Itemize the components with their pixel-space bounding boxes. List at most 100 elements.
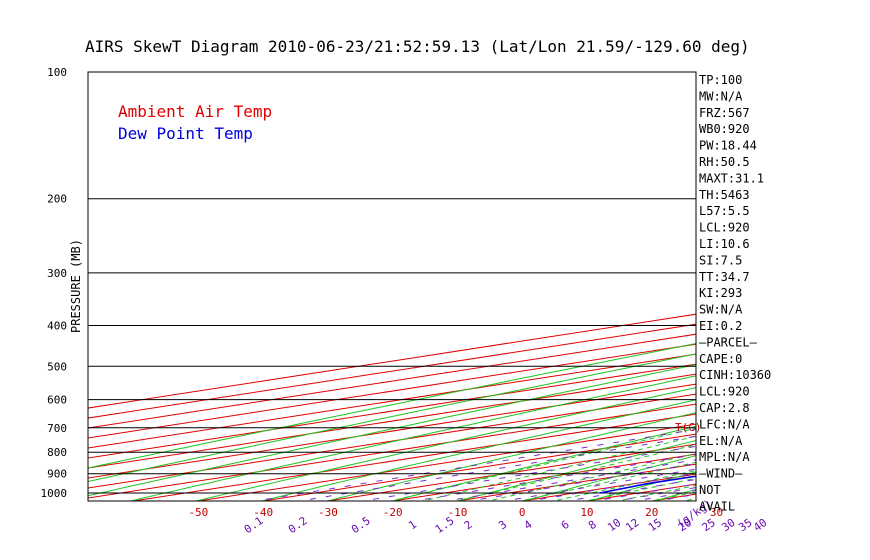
mixing-ratio-tick: 10 bbox=[605, 516, 623, 534]
pressure-tick-label: 600 bbox=[47, 394, 67, 407]
index-item: EI:0.2 bbox=[699, 319, 742, 333]
mixing-ratio-tick: 25 bbox=[700, 516, 718, 534]
dry-adiabat-line bbox=[783, 72, 870, 502]
bottom-temperature-tick: 30 bbox=[710, 506, 723, 519]
mixing-ratio-tick: 0.2 bbox=[286, 514, 310, 536]
index-item: RH:50.5 bbox=[699, 155, 750, 169]
mixing-ratio-line bbox=[742, 273, 870, 502]
index-item: AVAIL bbox=[699, 499, 735, 513]
chart-title: AIRS SkewT Diagram 2010-06-23/21:52:59.1… bbox=[85, 37, 750, 56]
moist-adiabat-line bbox=[743, 199, 870, 502]
mixing-ratio-tick: 3 bbox=[496, 518, 509, 532]
index-item: NOT bbox=[699, 483, 721, 497]
pressure-tick-label: 900 bbox=[47, 468, 67, 481]
index-item: CAPE:0 bbox=[699, 352, 742, 366]
index-item: SI:7.5 bbox=[699, 253, 742, 267]
index-item: PW:18.44 bbox=[699, 139, 757, 153]
mixing-ratio-line bbox=[757, 273, 870, 502]
mixing-ratio-lines bbox=[252, 273, 870, 502]
pressure-tick-label: 1000 bbox=[41, 487, 68, 500]
isotherm-line bbox=[88, 373, 696, 469]
isotherm-line bbox=[648, 493, 696, 501]
bottom-temperature-tick: 10 bbox=[580, 506, 593, 519]
moist-adiabat-line bbox=[775, 199, 870, 502]
isotherm-line bbox=[324, 443, 696, 501]
mixing-ratio-tick: 30 bbox=[719, 516, 737, 534]
legend-entry: Ambient Air Temp bbox=[118, 102, 272, 121]
dry-adiabat-line bbox=[128, 375, 696, 501]
isobar-lines bbox=[88, 72, 696, 494]
index-item: —WIND— bbox=[699, 467, 743, 481]
index-item: —PARCEL— bbox=[699, 335, 758, 349]
index-item: WB0:920 bbox=[699, 122, 750, 136]
isotherm-line bbox=[88, 403, 696, 499]
isotherm-line bbox=[88, 383, 696, 479]
mixing-ratio-line bbox=[443, 459, 696, 501]
bottom-temperature-tick: -10 bbox=[447, 506, 467, 519]
bottom-temperature-tick: 0 bbox=[519, 506, 526, 519]
stability-indices: TP:100 MW:N/A FRZ:567 WB0:920 PW:18.44 RH:50.… bbox=[699, 73, 771, 513]
dry-adiabat-line bbox=[849, 72, 870, 502]
pressure-tick-label: 500 bbox=[47, 360, 67, 373]
bottom-temperature-tick: 20 bbox=[645, 506, 658, 519]
plot-frame bbox=[87, 71, 697, 502]
mixing-ratio-tick: 4 bbox=[522, 518, 535, 533]
isotherm-line bbox=[454, 463, 696, 501]
isotherm-line bbox=[775, 72, 870, 502]
dry-adiabat-lines bbox=[88, 72, 870, 502]
dry-adiabat-line bbox=[88, 353, 696, 483]
index-item: FRZ:567 bbox=[699, 106, 750, 120]
index-item: MPL:N/A bbox=[699, 450, 750, 464]
index-item: LFC:N/A bbox=[699, 417, 750, 431]
dry-adiabat-line bbox=[88, 364, 696, 497]
index-item: MAXT:31.1 bbox=[699, 171, 764, 185]
isotherm-line bbox=[518, 473, 696, 501]
pressure-tick-label: 400 bbox=[47, 319, 67, 332]
mixing-ratio-line bbox=[526, 472, 696, 501]
legend-entry: Dew Point Temp bbox=[118, 124, 253, 143]
dry-adiabat-line bbox=[259, 399, 696, 501]
mixing-ratio-tick: 40 bbox=[751, 516, 769, 534]
pressure-tick-label: 200 bbox=[47, 193, 67, 206]
index-item: TH:5463 bbox=[699, 188, 750, 202]
y-axis-label: PRESSURE (MB) bbox=[69, 239, 83, 333]
bottom-temperature-tick: -50 bbox=[188, 506, 208, 519]
index-item: CAP:2.8 bbox=[699, 401, 750, 415]
index-item: LCL:920 bbox=[699, 221, 750, 235]
mixing-ratio-tick: 8 bbox=[586, 518, 599, 532]
dry-adiabat-line bbox=[521, 455, 696, 501]
mixing-ratio-tick: 12 bbox=[623, 516, 641, 534]
bottom-temperature-tick: -30 bbox=[318, 506, 338, 519]
dry-adiabat-line bbox=[456, 440, 696, 501]
bottom-temperature-tick: -20 bbox=[383, 506, 403, 519]
moist-adiabat-line bbox=[485, 452, 696, 501]
pressure-tick-label: 300 bbox=[47, 267, 67, 280]
isotherm-line bbox=[88, 393, 696, 489]
mixing-ratio-line bbox=[252, 428, 696, 501]
mixing-ratio-line bbox=[654, 493, 696, 501]
isotherm-line bbox=[195, 423, 696, 501]
mixing-ratio-tick: 15 bbox=[646, 516, 664, 534]
mixing-ratio-line bbox=[296, 435, 696, 501]
index-item: TT:34.7 bbox=[699, 270, 750, 284]
isotherm-line bbox=[88, 343, 696, 439]
mixing-ratio-tick: 2 bbox=[462, 518, 475, 532]
x-axis-unit-label: T(C) bbox=[675, 421, 702, 434]
index-item: CINH:10360 bbox=[699, 368, 771, 382]
isotherm-line bbox=[88, 353, 696, 449]
bottom-temperature-tick: -40 bbox=[253, 506, 273, 519]
isotherm-line bbox=[389, 453, 696, 501]
pressure-tick-label: 700 bbox=[47, 422, 67, 435]
index-item: LCL:920 bbox=[699, 385, 750, 399]
mixing-ratio-line bbox=[501, 468, 696, 501]
index-item: SW:N/A bbox=[699, 303, 743, 317]
moist-adiabat-line bbox=[453, 444, 696, 501]
mixing-ratio-line bbox=[359, 445, 696, 501]
isotherm-line bbox=[130, 413, 696, 501]
pressure-tick-label: 100 bbox=[47, 66, 67, 79]
index-item: LI:10.6 bbox=[699, 237, 750, 251]
index-item: KI:293 bbox=[699, 286, 742, 300]
bottom-temperature-ticks: -50 -40 -30 -20 -10 0 10 20 30 bbox=[188, 506, 723, 519]
legend: Ambient Air Temp Dew Point Temp bbox=[118, 102, 272, 143]
